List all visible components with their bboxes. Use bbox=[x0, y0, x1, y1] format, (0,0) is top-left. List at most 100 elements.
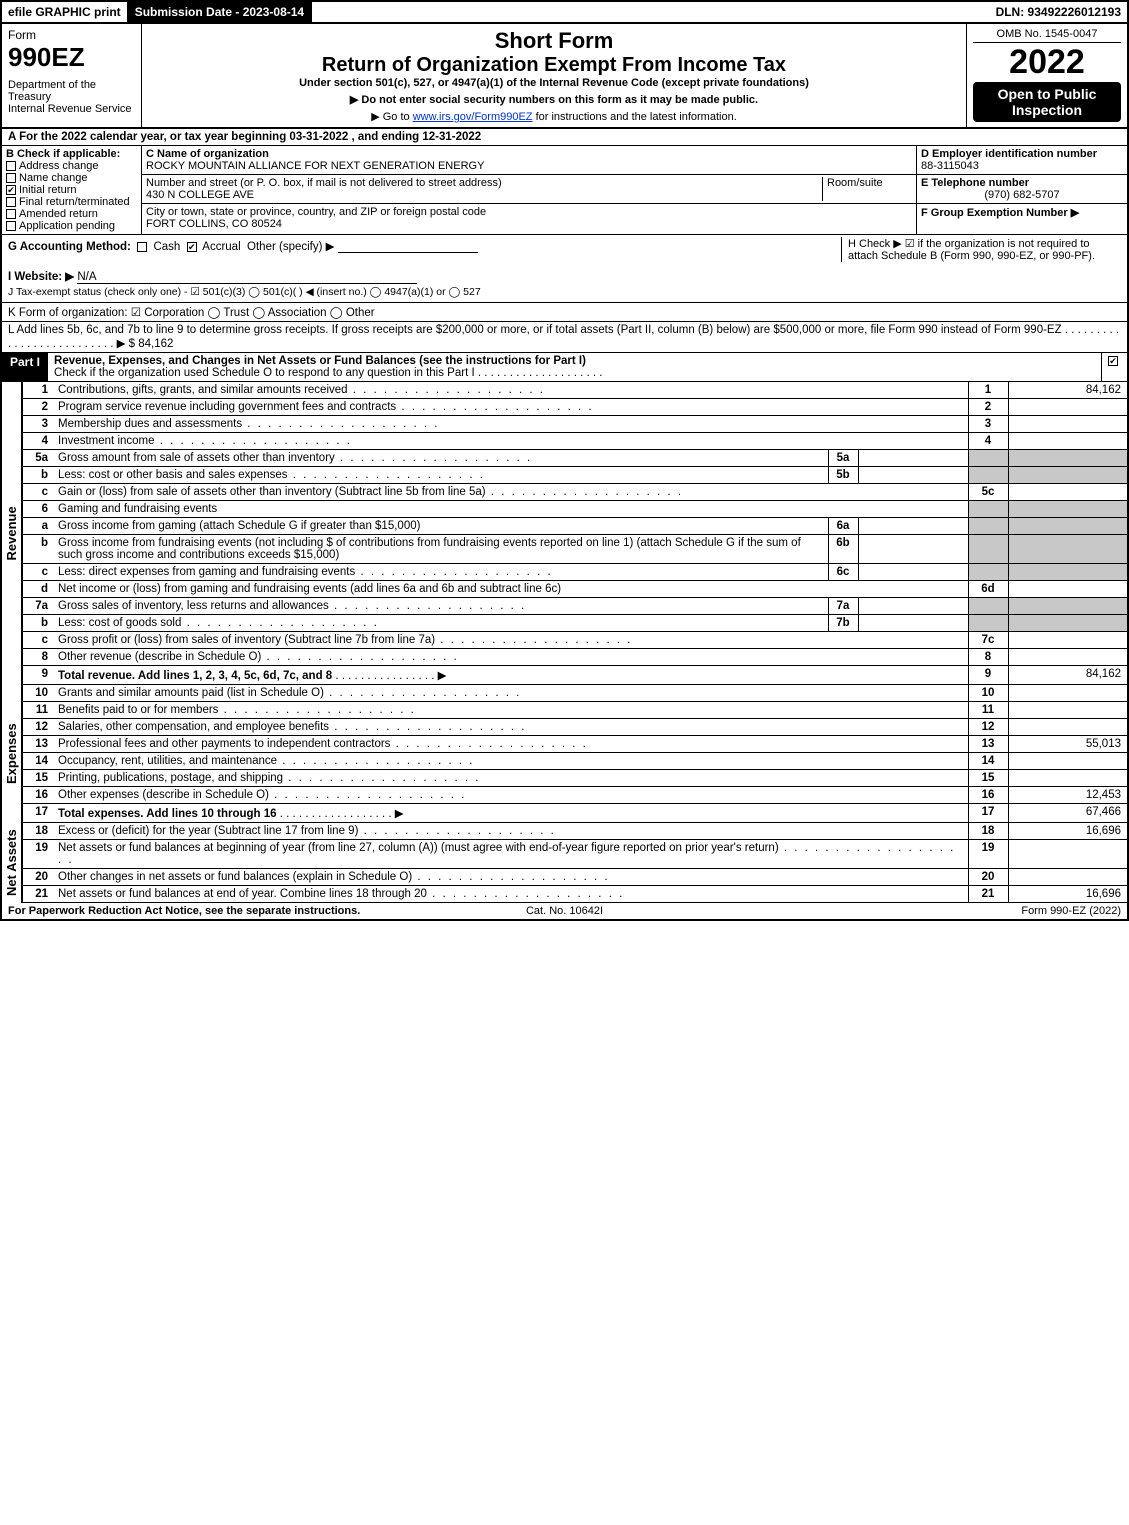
l17: Total expenses. Add lines 10 through 16 … bbox=[54, 804, 968, 823]
c-city-label: City or town, state or province, country… bbox=[146, 206, 912, 218]
sl6c: 6c bbox=[828, 564, 858, 581]
chk-accrual[interactable] bbox=[187, 242, 197, 252]
note2-post: for instructions and the latest informat… bbox=[533, 111, 737, 123]
ln6c-sh bbox=[968, 564, 1008, 581]
opt-pending: Application pending bbox=[19, 220, 115, 232]
chk-amended[interactable] bbox=[6, 209, 16, 219]
n8: 8 bbox=[22, 649, 54, 666]
footer-center: Cat. No. 10642I bbox=[379, 905, 750, 917]
l16: Other expenses (describe in Schedule O) bbox=[54, 787, 968, 804]
amt5b-sh bbox=[1008, 467, 1128, 484]
amt3 bbox=[1008, 416, 1128, 433]
n6a: a bbox=[22, 518, 54, 535]
sv6b bbox=[858, 535, 968, 564]
n3: 3 bbox=[22, 416, 54, 433]
amt17: 67,466 bbox=[1008, 804, 1128, 823]
tax-year: 2022 bbox=[973, 43, 1121, 82]
chk-address[interactable] bbox=[6, 161, 16, 171]
n7a: 7a bbox=[22, 598, 54, 615]
n5a: 5a bbox=[22, 450, 54, 467]
omb: OMB No. 1545-0047 bbox=[973, 28, 1121, 43]
open-inspection: Open to Public Inspection bbox=[973, 82, 1121, 122]
line-a-text: A For the 2022 calendar year, or tax yea… bbox=[8, 131, 481, 143]
ln4: 4 bbox=[968, 433, 1008, 450]
l4: Investment income bbox=[54, 433, 968, 450]
amt7a-sh bbox=[1008, 598, 1128, 615]
amt20 bbox=[1008, 869, 1128, 886]
short-form: Short Form bbox=[148, 28, 960, 54]
amt6d bbox=[1008, 581, 1128, 598]
sv6c bbox=[858, 564, 968, 581]
l5b: Less: cost or other basis and sales expe… bbox=[54, 467, 828, 484]
amt7b-sh bbox=[1008, 615, 1128, 632]
note-ssn: ▶ Do not enter social security numbers o… bbox=[148, 93, 960, 106]
amt18: 16,696 bbox=[1008, 823, 1128, 840]
room-label: Room/suite bbox=[822, 177, 912, 201]
part1-chk[interactable] bbox=[1101, 353, 1127, 381]
amt13: 55,013 bbox=[1008, 736, 1128, 753]
amt14 bbox=[1008, 753, 1128, 770]
note-link: ▶ Go to www.irs.gov/Form990EZ for instru… bbox=[148, 110, 960, 123]
f-label: F Group Exemption Number ▶ bbox=[921, 207, 1079, 219]
sl5a: 5a bbox=[828, 450, 858, 467]
n16: 16 bbox=[22, 787, 54, 804]
dln: DLN: 93492226012193 bbox=[990, 2, 1127, 22]
amt7c bbox=[1008, 632, 1128, 649]
n19: 19 bbox=[22, 840, 54, 869]
chk-initial[interactable] bbox=[6, 185, 16, 195]
chk-cash[interactable] bbox=[137, 242, 147, 252]
amt15 bbox=[1008, 770, 1128, 787]
part1-title: Revenue, Expenses, and Changes in Net As… bbox=[48, 353, 1101, 381]
ln5a-sh bbox=[968, 450, 1008, 467]
n20: 20 bbox=[22, 869, 54, 886]
opt-address: Address change bbox=[19, 160, 99, 172]
part1-check: Check if the organization used Schedule … bbox=[54, 367, 602, 379]
chk-final[interactable] bbox=[6, 197, 16, 207]
n13: 13 bbox=[22, 736, 54, 753]
amt11 bbox=[1008, 702, 1128, 719]
chk-name[interactable] bbox=[6, 173, 16, 183]
ln14: 14 bbox=[968, 753, 1008, 770]
l11: Benefits paid to or for members bbox=[54, 702, 968, 719]
ln5b-sh bbox=[968, 467, 1008, 484]
l21: Net assets or fund balances at end of ye… bbox=[54, 886, 968, 903]
l12: Salaries, other compensation, and employ… bbox=[54, 719, 968, 736]
amt6a-sh bbox=[1008, 518, 1128, 535]
l7c: Gross profit or (loss) from sales of inv… bbox=[54, 632, 968, 649]
chk-pending[interactable] bbox=[6, 221, 16, 231]
l5c: Gain or (loss) from sale of assets other… bbox=[54, 484, 968, 501]
h-box: H Check ▶ ☑ if the organization is not r… bbox=[841, 237, 1121, 262]
l6: Gaming and fundraising events bbox=[54, 501, 968, 518]
org-name: ROCKY MOUNTAIN ALLIANCE FOR NEXT GENERAT… bbox=[146, 160, 912, 172]
irs-link[interactable]: www.irs.gov/Form990EZ bbox=[413, 111, 533, 123]
l6d: Net income or (loss) from gaming and fun… bbox=[54, 581, 968, 598]
l9: Total revenue. Add lines 1, 2, 3, 4, 5c,… bbox=[54, 666, 968, 685]
opt-name: Name change bbox=[19, 172, 88, 184]
amt12 bbox=[1008, 719, 1128, 736]
footer-right: Form 990-EZ (2022) bbox=[750, 905, 1121, 917]
n7c: c bbox=[22, 632, 54, 649]
j-text: J Tax-exempt status (check only one) - ☑… bbox=[8, 286, 1121, 298]
sl7b: 7b bbox=[828, 615, 858, 632]
sv6a bbox=[858, 518, 968, 535]
n6c: c bbox=[22, 564, 54, 581]
l6b: Gross income from fundraising events (no… bbox=[54, 535, 828, 564]
n9: 9 bbox=[22, 666, 54, 685]
sv7b bbox=[858, 615, 968, 632]
n5b: b bbox=[22, 467, 54, 484]
c-addr-label: Number and street (or P. O. box, if mail… bbox=[146, 177, 822, 189]
n18: 18 bbox=[22, 823, 54, 840]
ln18: 18 bbox=[968, 823, 1008, 840]
l6c: Less: direct expenses from gaming and fu… bbox=[54, 564, 828, 581]
n15: 15 bbox=[22, 770, 54, 787]
header-right: OMB No. 1545-0047 2022 Open to Public In… bbox=[967, 24, 1127, 127]
n4: 4 bbox=[22, 433, 54, 450]
ln1: 1 bbox=[968, 382, 1008, 399]
amt21: 16,696 bbox=[1008, 886, 1128, 903]
irs: Internal Revenue Service bbox=[8, 103, 135, 115]
ln3: 3 bbox=[968, 416, 1008, 433]
l20: Other changes in net assets or fund bala… bbox=[54, 869, 968, 886]
ln12: 12 bbox=[968, 719, 1008, 736]
l17b: Total expenses. Add lines 10 through 16 bbox=[58, 808, 277, 820]
l8: Other revenue (describe in Schedule O) bbox=[54, 649, 968, 666]
